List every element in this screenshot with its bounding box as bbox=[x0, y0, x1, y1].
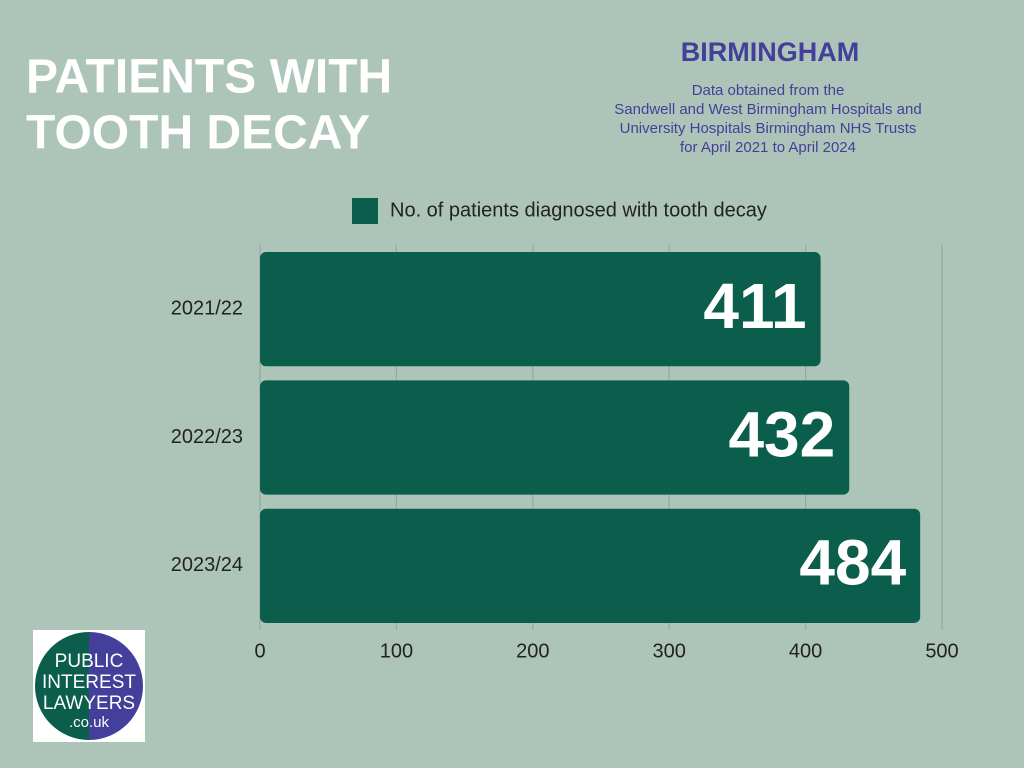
value-label: 411 bbox=[703, 270, 806, 342]
logo-text: .co.uk bbox=[69, 714, 110, 731]
note: Sandwell and West Birmingham Hospitals a… bbox=[614, 101, 921, 118]
logo: PUBLIC INTEREST LAWYERS .co.uk bbox=[33, 630, 145, 742]
y-tick-label: 2023/24 bbox=[171, 554, 243, 576]
chart-title: PATIENTS WITH bbox=[26, 51, 392, 104]
y-tick-label: 2021/22 bbox=[171, 297, 243, 319]
logo-text: INTEREST bbox=[42, 672, 136, 693]
y-tick-label: 2022/23 bbox=[171, 426, 243, 448]
x-tick-label: 300 bbox=[653, 640, 686, 662]
x-tick-label: 100 bbox=[380, 640, 413, 662]
note: University Hospitals Birmingham NHS Trus… bbox=[620, 120, 917, 137]
bar bbox=[260, 380, 850, 495]
logo-half bbox=[89, 632, 143, 740]
chart-subtitle: BIRMINGHAM bbox=[681, 37, 859, 67]
legend-swatch bbox=[352, 198, 378, 224]
x-tick-label: 500 bbox=[925, 640, 958, 662]
logo-half bbox=[35, 632, 89, 740]
bar bbox=[260, 252, 821, 367]
legend-label: No. of patients diagnosed with tooth dec… bbox=[390, 199, 767, 221]
bar bbox=[260, 508, 921, 623]
value-label: 432 bbox=[728, 398, 835, 470]
logo-text: LAWYERS bbox=[43, 693, 135, 714]
x-tick-label: 400 bbox=[789, 640, 822, 662]
note: Data obtained from the bbox=[692, 82, 845, 99]
chart-title: TOOTH DECAY bbox=[26, 107, 370, 160]
value-label: 484 bbox=[799, 527, 906, 599]
note: for April 2021 to April 2024 bbox=[680, 139, 856, 156]
logo-text: PUBLIC bbox=[55, 651, 124, 672]
x-tick-label: 0 bbox=[254, 640, 265, 662]
x-tick-label: 200 bbox=[516, 640, 549, 662]
